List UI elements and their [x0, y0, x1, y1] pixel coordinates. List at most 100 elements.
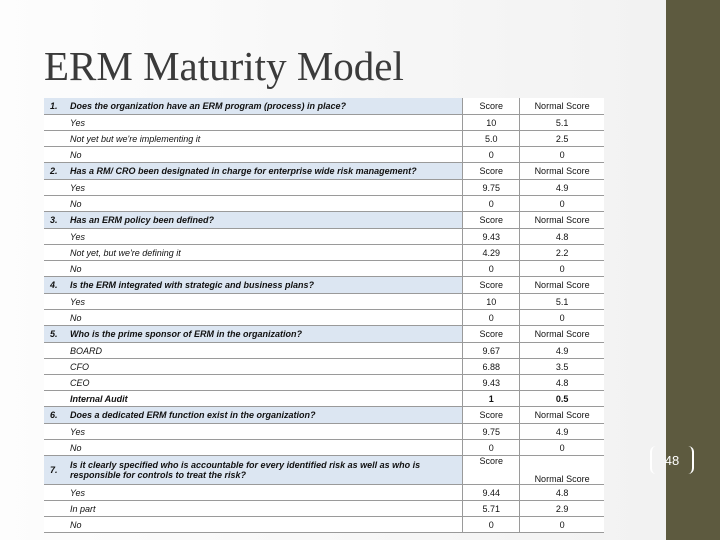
score-header: Score — [463, 98, 521, 114]
normal-score-header: Normal Score — [520, 326, 604, 342]
score-value: 9.44 — [463, 485, 521, 500]
score-value: 10 — [463, 115, 521, 130]
question-row: 5. Who is the prime sponsor of ERM in the… — [44, 326, 604, 343]
normal-score-value: 2.5 — [555, 133, 569, 144]
question-text: Has a RM/ CRO been designated in charge … — [70, 166, 417, 176]
score-value: 4.29 — [463, 245, 521, 260]
normal-score-value: 4.8 — [555, 487, 569, 498]
question-number: 1. — [50, 101, 58, 111]
option-row: No 0 0 — [44, 440, 604, 456]
score-value: 0 — [463, 517, 521, 532]
normal-score-header: Normal Score — [520, 163, 604, 179]
normal-score-value: 3.5 — [555, 361, 569, 372]
normal-score-value: 5.1 — [555, 117, 569, 128]
option-row: CFO 6.88 3.5 — [44, 359, 604, 375]
normal-score-value: 0 — [559, 263, 565, 274]
question-number: 5. — [50, 329, 58, 339]
score-value: 9.75 — [463, 424, 521, 439]
option-label: Not yet but we're implementing it — [44, 131, 464, 146]
normal-score-value: 2.9 — [555, 503, 569, 514]
option-label: In part — [44, 501, 464, 516]
question-text: Who is the prime sponsor of ERM in the o… — [70, 329, 303, 339]
normal-score-header: Normal Score — [520, 98, 604, 114]
question-text: Has an ERM policy been defined? — [70, 215, 215, 225]
option-row: No 0 0 — [44, 196, 604, 212]
question-cell: 6. Does a dedicated ERM function exist in… — [44, 407, 464, 423]
score-value: 5.0 — [463, 131, 521, 146]
score-value: 0 — [463, 440, 521, 455]
score-value: 1 — [463, 391, 521, 406]
option-row: No 0 0 — [44, 310, 604, 326]
option-label: No — [44, 310, 464, 325]
normal-score-value: 0 — [559, 442, 565, 453]
option-row: Internal Audit 1 0.5 — [44, 391, 604, 407]
normal-score-value: 4.8 — [555, 377, 569, 388]
score-header: Score — [463, 456, 521, 484]
page-number: 48 — [650, 446, 694, 474]
normal-score-header: Normal Score — [520, 456, 604, 484]
option-row: Not yet, but we're defining it 4.29 2.2 — [44, 245, 604, 261]
option-row: No 0 0 — [44, 517, 604, 533]
score-header: Score — [463, 212, 521, 228]
option-label: Yes — [44, 115, 464, 130]
score-header: Score — [463, 277, 521, 293]
option-row: Yes 9.43 4.8 — [44, 229, 604, 245]
question-cell: 7. Is it clearly specified who is account… — [44, 456, 464, 484]
option-row: Yes 9.44 4.8 — [44, 485, 604, 501]
option-label: Yes — [44, 424, 464, 439]
score-value: 0 — [463, 196, 521, 211]
option-row: No 0 0 — [44, 147, 604, 163]
question-row: 7. Is it clearly specified who is account… — [44, 456, 604, 485]
score-value: 0 — [463, 147, 521, 162]
question-row: 4. Is the ERM integrated with strategic a… — [44, 277, 604, 294]
question-cell: 4. Is the ERM integrated with strategic a… — [44, 277, 464, 293]
question-row: 2. Has a RM/ CRO been designated in charg… — [44, 163, 604, 180]
normal-score-value: 4.9 — [555, 345, 569, 356]
option-row: No 0 0 — [44, 261, 604, 277]
option-label: Internal Audit — [44, 391, 464, 406]
score-value: 10 — [463, 294, 521, 309]
question-number: 4. — [50, 280, 58, 290]
normal-score-value: 4.9 — [555, 426, 569, 437]
table: 1. Does the organization have an ERM prog… — [44, 98, 604, 533]
option-label: No — [44, 261, 464, 276]
normal-score-value: 0 — [559, 312, 565, 323]
option-row: Yes 9.75 4.9 — [44, 180, 604, 196]
option-row: In part 5.71 2.9 — [44, 501, 604, 517]
question-cell: 2. Has a RM/ CRO been designated in charg… — [44, 163, 464, 179]
option-label: BOARD — [44, 343, 464, 358]
question-cell: 1. Does the organization have an ERM prog… — [44, 98, 464, 114]
normal-score-header: Normal Score — [520, 212, 604, 228]
normal-score-header: Normal Score — [520, 277, 604, 293]
question-number: 6. — [50, 410, 58, 420]
question-text: Does a dedicated ERM function exist in t… — [70, 410, 316, 420]
option-label: CFO — [44, 359, 464, 374]
option-label: No — [44, 517, 464, 532]
option-label: Yes — [44, 485, 464, 500]
normal-score-value: 2.2 — [555, 247, 569, 258]
option-label: No — [44, 196, 464, 211]
score-value: 9.75 — [463, 180, 521, 195]
option-row: CEO 9.43 4.8 — [44, 375, 604, 391]
option-row: Yes 9.75 4.9 — [44, 424, 604, 440]
normal-score-value: 0.5 — [555, 393, 569, 404]
option-label: No — [44, 440, 464, 455]
score-value: 0 — [463, 261, 521, 276]
option-row: BOARD 9.67 4.9 — [44, 343, 604, 359]
slide-title: ERM Maturity Model — [44, 43, 404, 89]
question-number: 2. — [50, 166, 58, 176]
score-value: 9.43 — [463, 375, 521, 390]
normal-score-value: 4.8 — [555, 231, 569, 242]
question-text: Is it clearly specified who is accountab… — [70, 460, 421, 480]
option-label: Not yet, but we're defining it — [44, 245, 464, 260]
score-header: Score — [463, 407, 521, 423]
option-label: Yes — [44, 229, 464, 244]
score-value: 0 — [463, 310, 521, 325]
option-row: Not yet but we're implementing it 5.0 2.5 — [44, 131, 604, 147]
question-cell: 5. Who is the prime sponsor of ERM in the… — [44, 326, 464, 342]
score-header: Score — [463, 326, 521, 342]
normal-score-value: 0 — [559, 519, 565, 530]
question-row: 6. Does a dedicated ERM function exist in… — [44, 407, 604, 424]
question-row: 3. Has an ERM policy been defined? Score No… — [44, 212, 604, 229]
